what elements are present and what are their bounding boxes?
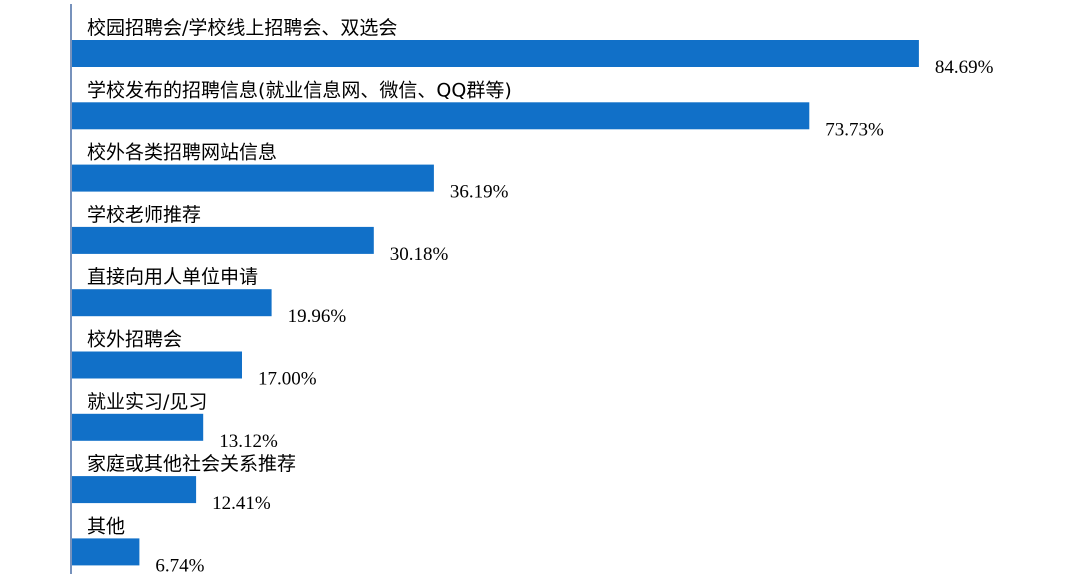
- bar: [72, 476, 197, 504]
- category-label: 学校发布的招聘信息(就业信息网、微信、QQ群等): [87, 79, 512, 101]
- category-label: 校外招聘会: [87, 329, 182, 351]
- value-label: 6.74%: [155, 555, 204, 576]
- category-label: 其他: [87, 515, 125, 537]
- bars-group: 校园招聘会/学校线上招聘会、双选会 84.69% 学校发布的招聘信息(就业信息网、微…: [72, 17, 994, 576]
- bar: [72, 538, 140, 566]
- value-label: 13.12%: [219, 431, 278, 452]
- value-label: 73.73%: [825, 119, 884, 140]
- category-label: 家庭或其他社会关系推荐: [87, 453, 296, 475]
- bar: [72, 164, 434, 192]
- category-label: 学校老师推荐: [87, 204, 201, 226]
- category-label: 校园招聘会/学校线上招聘会、双选会: [87, 17, 397, 39]
- value-label: 84.69%: [935, 57, 994, 78]
- category-label: 直接向用人单位申请: [87, 266, 258, 288]
- value-label: 12.41%: [212, 493, 271, 514]
- value-label: 19.96%: [288, 306, 347, 327]
- category-label: 就业实习/见习: [87, 391, 207, 413]
- value-label: 30.18%: [390, 244, 449, 265]
- bar: [72, 102, 810, 130]
- value-label: 36.19%: [450, 182, 509, 203]
- value-label: 17.00%: [258, 369, 317, 390]
- bar: [72, 226, 374, 254]
- category-label: 校外各类招聘网站信息: [87, 142, 277, 164]
- bar: [72, 40, 919, 67]
- bar: [72, 351, 242, 379]
- bar: [72, 289, 272, 317]
- bar: [72, 413, 204, 441]
